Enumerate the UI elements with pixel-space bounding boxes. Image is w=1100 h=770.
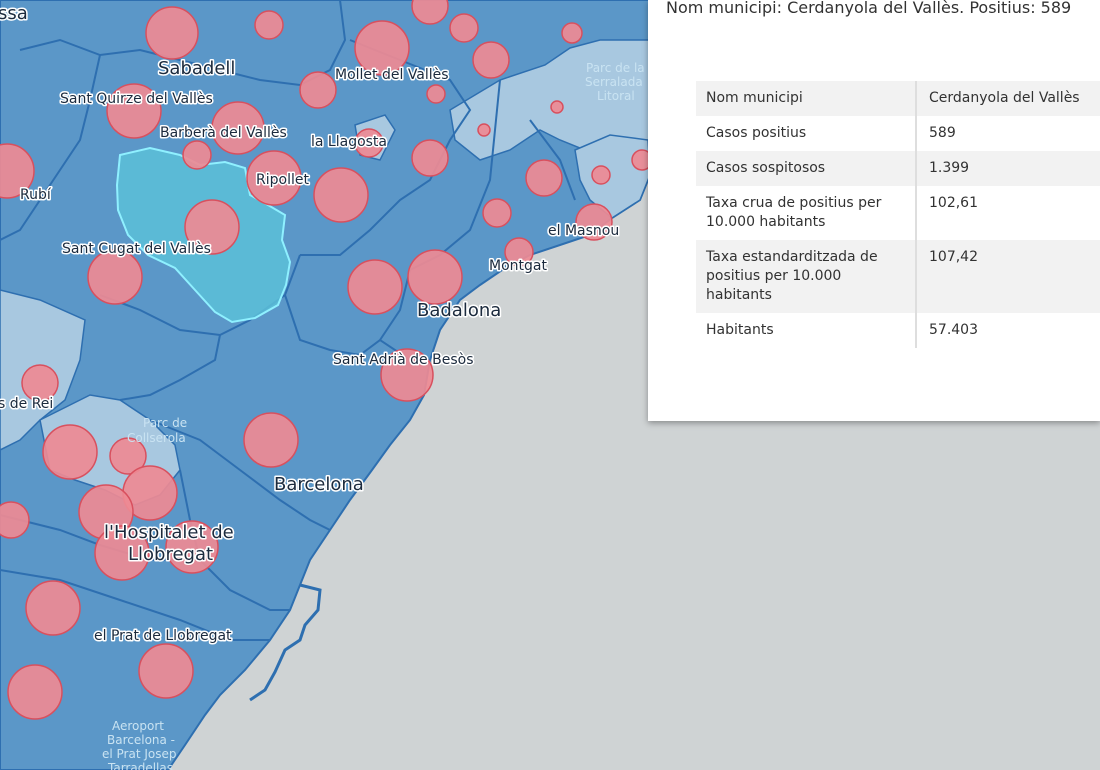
label-de-rei: s de Rei (0, 396, 53, 412)
attribute-name: Habitants (696, 313, 917, 348)
bubble (109, 437, 147, 475)
bubble (449, 13, 479, 43)
bubble (106, 83, 162, 139)
table-row: Casos sospitosos 1.399 (696, 151, 1100, 186)
bubble (0, 501, 30, 539)
attribute-name: Nom municipi (696, 81, 917, 116)
light-area-northeast-2[interactable] (574, 134, 651, 219)
bubble (0, 143, 35, 199)
label-ripollet: Ripollet (256, 172, 309, 188)
attribute-value: 1.399 (916, 151, 1100, 186)
popup-title: Nom municipi: Cerdanyola del Vallès. Pos… (666, 0, 1072, 17)
bubble (87, 249, 143, 305)
case-bubbles[interactable] (0, 0, 653, 720)
bubble (145, 6, 199, 60)
bubble (42, 424, 98, 480)
bubble (299, 71, 337, 109)
attribute-name: Casos positius (696, 116, 917, 151)
label-sant-cugat: Sant Cugat del Vallès (62, 241, 211, 257)
bubble (380, 348, 434, 402)
bubble (165, 520, 219, 574)
label-serralada: Parc de la Serralada Litoral (585, 61, 648, 103)
bubble (211, 101, 265, 155)
label-masnou: el Masnou (548, 223, 619, 239)
bubble (254, 10, 284, 40)
table-row: Nom municipi Cerdanyola del Vallès (696, 81, 1100, 116)
label-prat: el Prat de Llobregat (94, 628, 232, 644)
label-aeroport: Aeroport Barcelona - el Prat Josep Tarra… (102, 719, 180, 770)
bubble (407, 249, 463, 305)
attribute-name: Casos sospitosos (696, 151, 917, 186)
label-hospitalet: l'Hospitalet de Llobregat (104, 522, 239, 565)
feature-popup[interactable]: Nom municipi: Cerdanyola del Vallès. Pos… (648, 0, 1100, 421)
attribute-value: 102,61 (916, 186, 1100, 240)
label-barcelona: Barcelona (274, 474, 364, 495)
table-row: Habitants 57.403 (696, 313, 1100, 348)
label-badalona: Badalona (417, 300, 501, 321)
label-barbera: Barberà del Vallès (160, 125, 287, 141)
label-mollet: Mollet del Vallès (335, 67, 449, 83)
label-sabadell: Sabadell (158, 58, 235, 79)
port (249, 583, 322, 702)
attribute-name: Taxa estandarditzada de positius per 10.… (696, 240, 917, 313)
map-labels: ssa Sabadell Mollet del Vallès Parc de l… (0, 2, 648, 770)
bubble (561, 22, 583, 44)
bubble (504, 237, 534, 267)
label-montgat: Montgat (489, 258, 547, 274)
bubble (411, 0, 449, 25)
label-sant-adria: Sant Adrià de Besòs (333, 352, 474, 368)
table-row: Casos positius 589 (696, 116, 1100, 151)
bubble (184, 199, 240, 255)
bubble (21, 364, 59, 402)
label-rubi: Rubí (20, 187, 52, 203)
table-row: Taxa estandarditzada de positius per 10.… (696, 240, 1100, 313)
bubble (246, 150, 302, 206)
bubble (94, 525, 150, 581)
bubble (426, 84, 446, 104)
bubble (591, 165, 611, 185)
bubble (138, 643, 194, 699)
bubble (25, 580, 81, 636)
bubble (477, 123, 491, 137)
table-row: Taxa crua de positius per 10.000 habitan… (696, 186, 1100, 240)
bubble (472, 41, 510, 79)
bubble (550, 100, 564, 114)
bubble (7, 664, 63, 720)
bubble (354, 20, 410, 76)
bubble (243, 412, 299, 468)
label-collserola: Parc de Collserola (127, 416, 191, 445)
bubble (313, 167, 369, 223)
label-sant-quirze: Sant Quirze del Vallès (60, 91, 213, 107)
attribute-table: Nom municipi Cerdanyola del Vallès Casos p… (696, 81, 1100, 348)
bubble (482, 198, 512, 228)
attribute-value: 57.403 (916, 313, 1100, 348)
label-llagosta: la Llagosta (311, 134, 387, 150)
bubble (354, 128, 384, 158)
attribute-value: Cerdanyola del Vallès (916, 81, 1100, 116)
bubble (575, 203, 613, 241)
bubble (182, 140, 212, 170)
attribute-name: Taxa crua de positius per 10.000 habitan… (696, 186, 917, 240)
bubble (411, 139, 449, 177)
bubble (525, 159, 563, 197)
attribute-value: 107,42 (916, 240, 1100, 313)
bubble (347, 259, 403, 315)
attribute-value: 589 (916, 116, 1100, 151)
label-terrassa: ssa (0, 3, 28, 24)
